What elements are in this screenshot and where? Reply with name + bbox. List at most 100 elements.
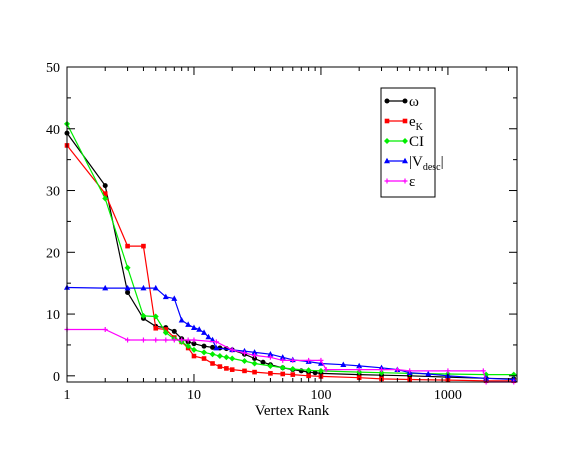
data-point bbox=[191, 353, 197, 359]
data-point bbox=[185, 321, 192, 327]
legend-item: ε bbox=[384, 174, 415, 190]
data-point bbox=[251, 360, 258, 367]
data-point bbox=[210, 361, 215, 366]
data-point bbox=[252, 369, 257, 375]
data-point bbox=[185, 343, 192, 350]
y-tick-label: 10 bbox=[46, 308, 60, 323]
x-tick-label: 1 bbox=[64, 388, 71, 403]
legend-label-sub: desc bbox=[423, 162, 441, 173]
data-point bbox=[153, 325, 159, 331]
data-point bbox=[201, 349, 208, 356]
data-point bbox=[171, 337, 177, 343]
data-point bbox=[162, 293, 169, 300]
series-line bbox=[66, 123, 514, 376]
y-tick-label: 50 bbox=[46, 61, 60, 76]
data-point bbox=[196, 326, 203, 332]
legend-marker bbox=[402, 157, 408, 164]
legend-label-main: ε bbox=[409, 174, 415, 190]
data-point bbox=[229, 367, 235, 372]
data-point bbox=[394, 367, 400, 373]
legend-label: ω bbox=[409, 94, 419, 110]
data-point bbox=[125, 243, 130, 249]
legend-item: ω bbox=[384, 94, 419, 110]
legend-label-main: |V bbox=[409, 154, 423, 170]
data-point bbox=[102, 191, 108, 196]
data-point bbox=[216, 353, 223, 360]
data-point bbox=[267, 362, 274, 369]
x-tick-label: 1000 bbox=[434, 388, 462, 403]
data-point bbox=[102, 284, 109, 291]
y-tick-label: 30 bbox=[46, 185, 60, 200]
legend-label: ε bbox=[409, 174, 415, 190]
data-point bbox=[171, 295, 178, 301]
legend-marker bbox=[384, 118, 390, 124]
data-point bbox=[483, 375, 490, 381]
axes-layer: 0 10 20 30 40 50 1 10 100 1000 bbox=[46, 61, 517, 403]
data-point bbox=[102, 183, 108, 189]
data-point bbox=[280, 357, 286, 363]
legend-label: |Vdesc| bbox=[409, 154, 444, 173]
legend-marker bbox=[384, 138, 390, 144]
legend-marker bbox=[402, 138, 408, 144]
data-point bbox=[205, 333, 212, 340]
x-axis-title: Vertex Rank bbox=[255, 403, 330, 419]
data-point bbox=[306, 373, 311, 379]
data-point bbox=[201, 329, 208, 335]
legend-box bbox=[380, 87, 436, 198]
data-point bbox=[210, 344, 216, 350]
data-point bbox=[163, 327, 169, 332]
legend-marker bbox=[402, 118, 408, 124]
y-tick-label: 0 bbox=[53, 370, 60, 385]
legend-label: CI bbox=[409, 134, 424, 150]
data-point bbox=[445, 368, 451, 374]
data-point bbox=[162, 329, 169, 336]
legend-marker bbox=[384, 157, 390, 164]
series-line bbox=[67, 328, 514, 383]
data-point bbox=[267, 354, 273, 360]
legend-label-main: ω bbox=[409, 94, 419, 110]
data-point bbox=[209, 351, 216, 358]
legend-label-main: e bbox=[409, 114, 416, 130]
data-point bbox=[242, 368, 247, 374]
data-point bbox=[201, 356, 207, 361]
data-point bbox=[125, 289, 131, 295]
data-point bbox=[252, 352, 258, 358]
data-point bbox=[171, 328, 177, 334]
data-point bbox=[140, 284, 147, 291]
data-point bbox=[124, 284, 131, 291]
data-point bbox=[140, 337, 146, 343]
data-point bbox=[217, 364, 223, 369]
data-point bbox=[510, 376, 517, 382]
data-point bbox=[379, 367, 385, 373]
data-point bbox=[224, 366, 229, 371]
y-tick-label: 40 bbox=[46, 123, 60, 138]
data-point bbox=[125, 337, 131, 343]
data-point bbox=[425, 370, 432, 377]
legend-label-tail: | bbox=[441, 154, 444, 170]
legend-marker bbox=[384, 178, 390, 184]
data-point bbox=[356, 375, 362, 380]
series-line bbox=[66, 145, 514, 382]
data-point bbox=[178, 317, 185, 323]
data-point bbox=[378, 369, 385, 376]
data-point bbox=[223, 354, 230, 361]
x-tick-label: 100 bbox=[310, 388, 331, 403]
data-point bbox=[306, 357, 312, 363]
data-point bbox=[179, 337, 185, 343]
data-point bbox=[213, 344, 220, 351]
data-point bbox=[268, 371, 273, 376]
data-point bbox=[190, 346, 197, 353]
data-point bbox=[252, 356, 258, 362]
data-point bbox=[356, 362, 363, 369]
data-point bbox=[152, 313, 159, 320]
data-point bbox=[290, 357, 296, 363]
x-tick-label: 10 bbox=[187, 388, 201, 403]
data-point bbox=[190, 324, 197, 330]
data-point bbox=[340, 361, 347, 368]
legend-marker bbox=[402, 98, 408, 104]
data-point bbox=[102, 195, 109, 202]
legend-marker bbox=[402, 178, 408, 184]
data-point bbox=[185, 337, 191, 343]
series-layer bbox=[64, 120, 517, 385]
